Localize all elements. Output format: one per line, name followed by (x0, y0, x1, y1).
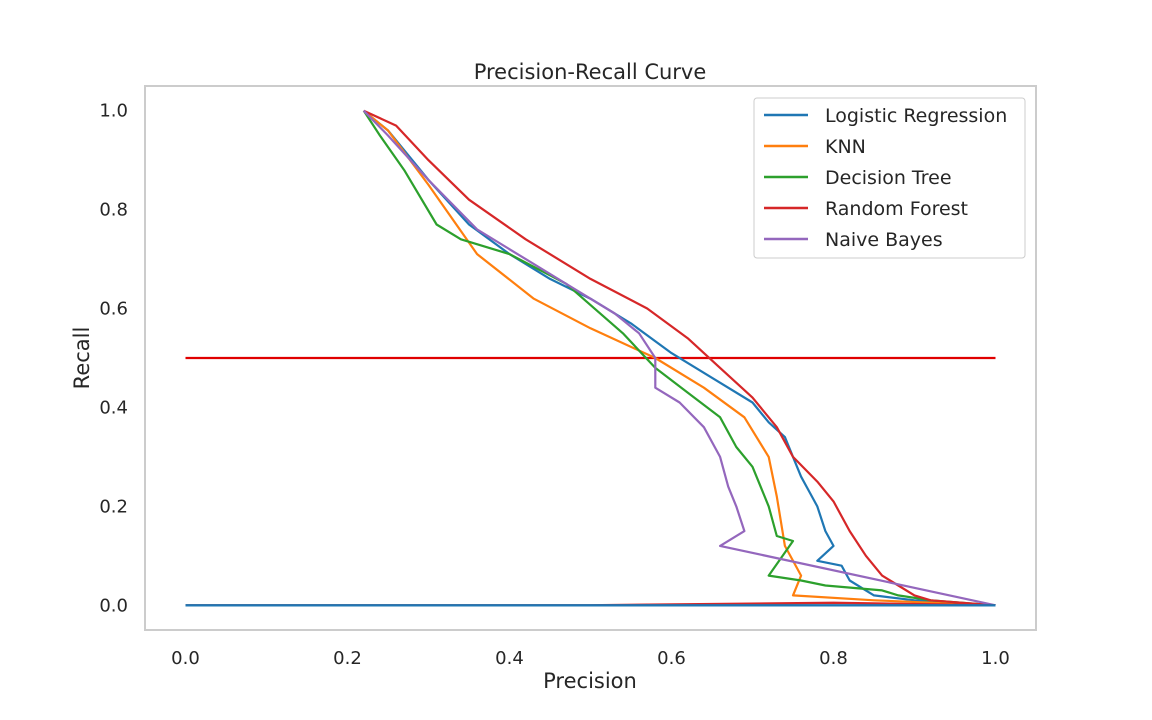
y-tick-label: 0.4 (99, 397, 128, 418)
x-tick-label: 0.0 (171, 648, 200, 669)
y-tick-label: 1.0 (99, 101, 128, 122)
x-tick-label: 0.2 (333, 648, 362, 669)
x-axis-label: Precision (543, 669, 637, 693)
y-tick-label: 0.0 (99, 595, 128, 616)
legend: Logistic Regression KNN Decision Tree Rando… (753, 97, 1026, 259)
series-line-decision-tree (362, 110, 996, 607)
tick-layer: 0.0 0.2 0.4 0.6 0.8 1.0 0.0 0.2 0.4 0.6 0.8 1.0 (99, 101, 1009, 669)
series-layer (185, 109, 996, 607)
legend-label: KNN (825, 136, 866, 158)
x-tick-label: 0.8 (819, 648, 848, 669)
legend-label: Decision Tree (825, 167, 952, 189)
y-tick-label: 0.8 (99, 200, 128, 221)
series-line-naive-bayes (362, 109, 996, 607)
legend-label: Naive Bayes (825, 229, 943, 251)
x-tick-label: 1.0 (981, 648, 1010, 669)
chart-title: Precision-Recall Curve (474, 60, 707, 84)
series-line-knn (363, 109, 996, 607)
x-tick-label: 0.4 (495, 648, 524, 669)
x-tick-label: 0.6 (657, 648, 686, 669)
y-tick-label: 0.6 (99, 299, 128, 320)
legend-label: Random Forest (825, 198, 968, 220)
y-tick-label: 0.2 (99, 496, 128, 517)
legend-box (753, 97, 1026, 259)
legend-label: Logistic Regression (825, 105, 1007, 127)
y-axis-label: Recall (70, 327, 94, 390)
